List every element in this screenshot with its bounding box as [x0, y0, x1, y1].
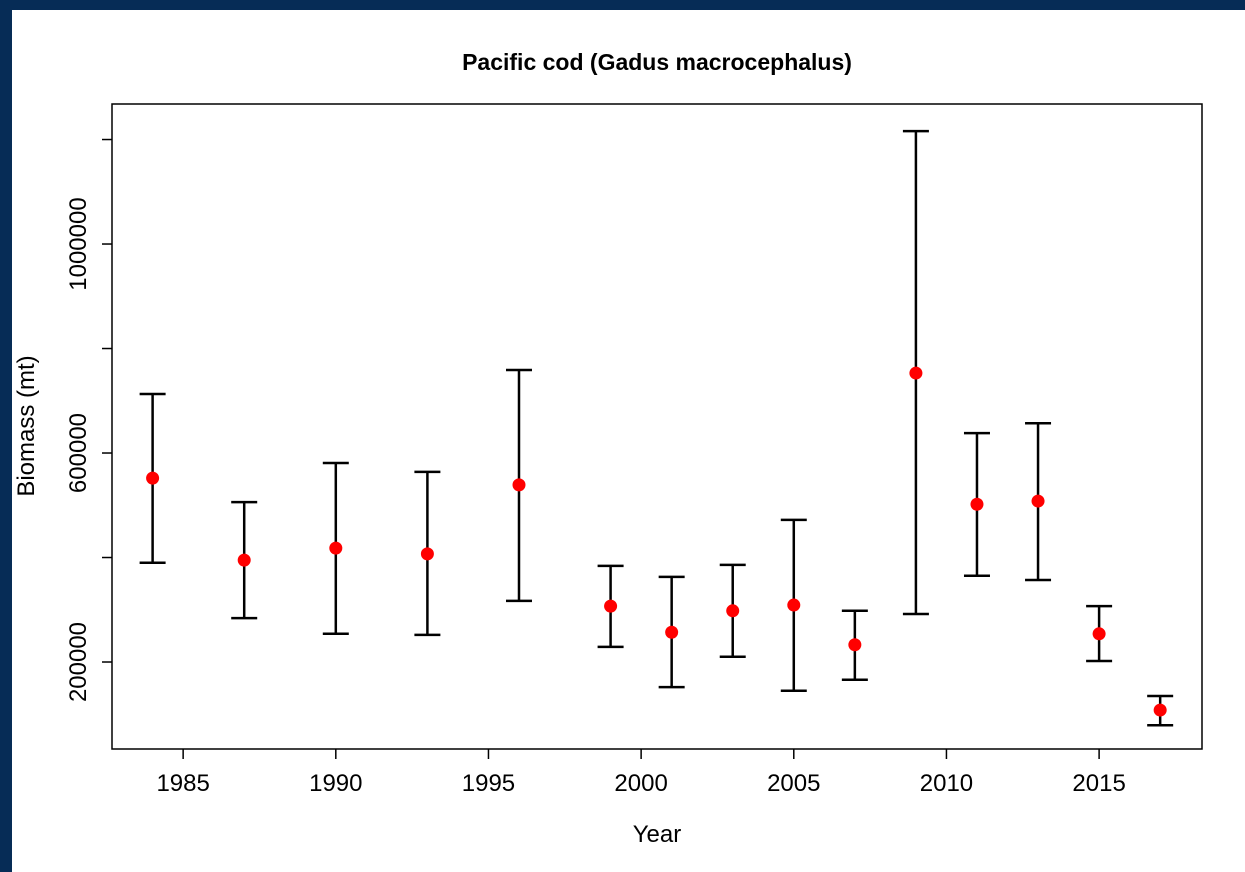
y-axis-label: Biomass (mt): [13, 355, 40, 496]
x-tick-label: 2005: [767, 770, 820, 797]
x-tick-label: 1985: [156, 770, 209, 797]
point: [665, 625, 679, 639]
x-tick-label: 2015: [1072, 770, 1125, 797]
point: [848, 638, 862, 652]
point: [1153, 703, 1167, 717]
point: [909, 366, 923, 380]
x-tick-label: 1995: [462, 770, 515, 797]
point: [604, 599, 618, 613]
point: [512, 478, 526, 492]
x-tick-label: 2010: [920, 770, 973, 797]
point: [146, 471, 160, 485]
point: [237, 553, 251, 567]
y-tick-label: 600000: [65, 413, 92, 493]
y-tick-label: 1000000: [65, 197, 92, 290]
point: [420, 547, 434, 561]
point: [787, 598, 801, 612]
x-tick-label: 2000: [614, 770, 667, 797]
x-tick-label: 1990: [309, 770, 362, 797]
chart-title: Pacific cod (Gadus macrocephalus): [462, 49, 852, 75]
point: [726, 604, 740, 618]
point: [970, 497, 984, 511]
point: [329, 541, 343, 555]
plot-background: [12, 10, 1245, 872]
x-axis-label: Year: [633, 821, 682, 848]
point: [1092, 627, 1106, 641]
plot-frame: [111, 103, 1203, 750]
point: [1031, 494, 1045, 508]
y-tick-label: 200000: [65, 622, 92, 702]
